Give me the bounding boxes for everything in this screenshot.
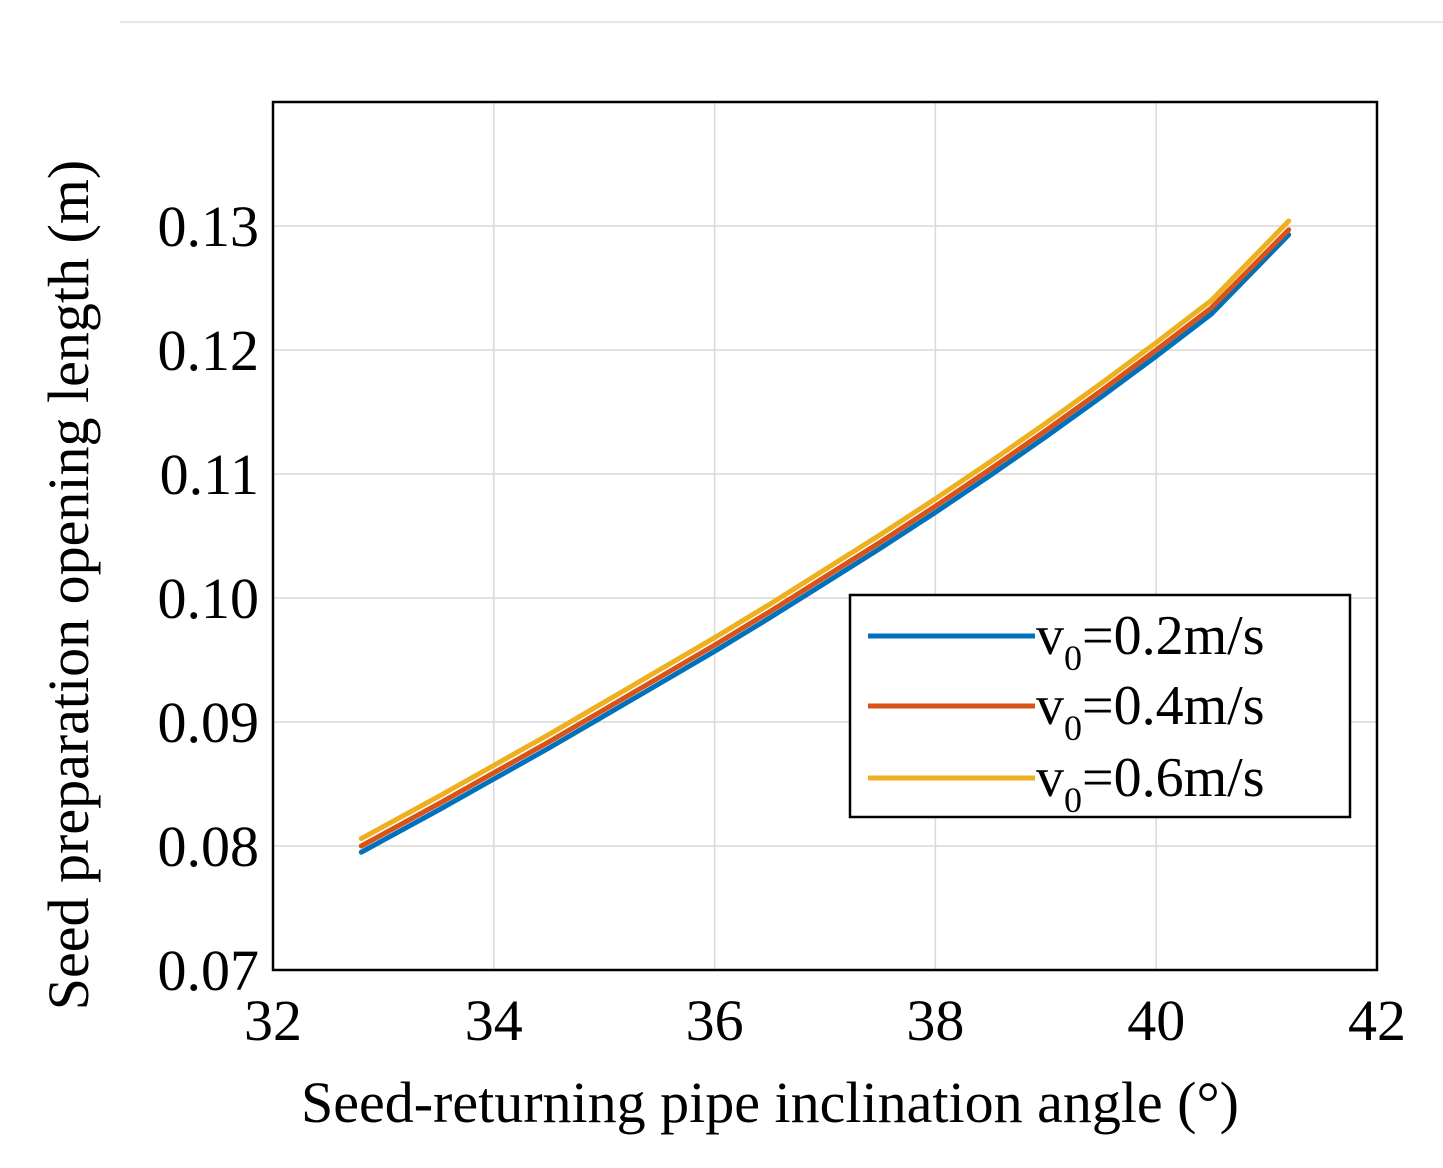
- y-tick-label: 0.12: [158, 318, 260, 383]
- x-axis-title: Seed-returning pipe inclination angle (°…: [301, 1070, 1239, 1135]
- series-line-0: [358, 232, 1292, 855]
- series-group: [358, 218, 1292, 855]
- plot-area-frame: [271, 100, 1379, 972]
- x-tick-label: 38: [906, 988, 964, 1053]
- legend-label-0: v0=0.2m/s: [1036, 605, 1265, 678]
- y-tick-label: 0.07: [158, 938, 260, 1003]
- x-tick-label: 36: [686, 988, 744, 1053]
- legend-label-1: v0=0.4m/s: [1036, 675, 1265, 748]
- y-tick-label: 0.08: [158, 814, 260, 879]
- series-line-2: [358, 218, 1292, 842]
- x-tick-label: 34: [465, 988, 523, 1053]
- x-tick-label: 42: [1348, 988, 1406, 1053]
- legend: v0=0.2m/sv0=0.4m/sv0=0.6m/s: [848, 593, 1352, 820]
- y-tick-label: 0.11: [160, 442, 259, 507]
- series-line-1: [358, 227, 1292, 849]
- x-tick-label: 40: [1127, 988, 1185, 1053]
- y-axis-title: Seed preparation opening length (m): [36, 160, 101, 1010]
- y-tick-label: 0.10: [158, 566, 260, 631]
- x-grid: [493, 102, 1157, 970]
- legend-label-2: v0=0.6m/s: [1036, 747, 1265, 820]
- x-tick-label: 32: [244, 988, 302, 1053]
- y-tick-label: 0.13: [158, 194, 260, 259]
- y-tick-label: 0.09: [158, 690, 260, 755]
- y-tick-labels: 0.07 0.08 0.09 0.10 0.11 0.12 0.13: [158, 194, 260, 1003]
- x-tick-labels: 32 34 36 38 40 42: [244, 988, 1406, 1053]
